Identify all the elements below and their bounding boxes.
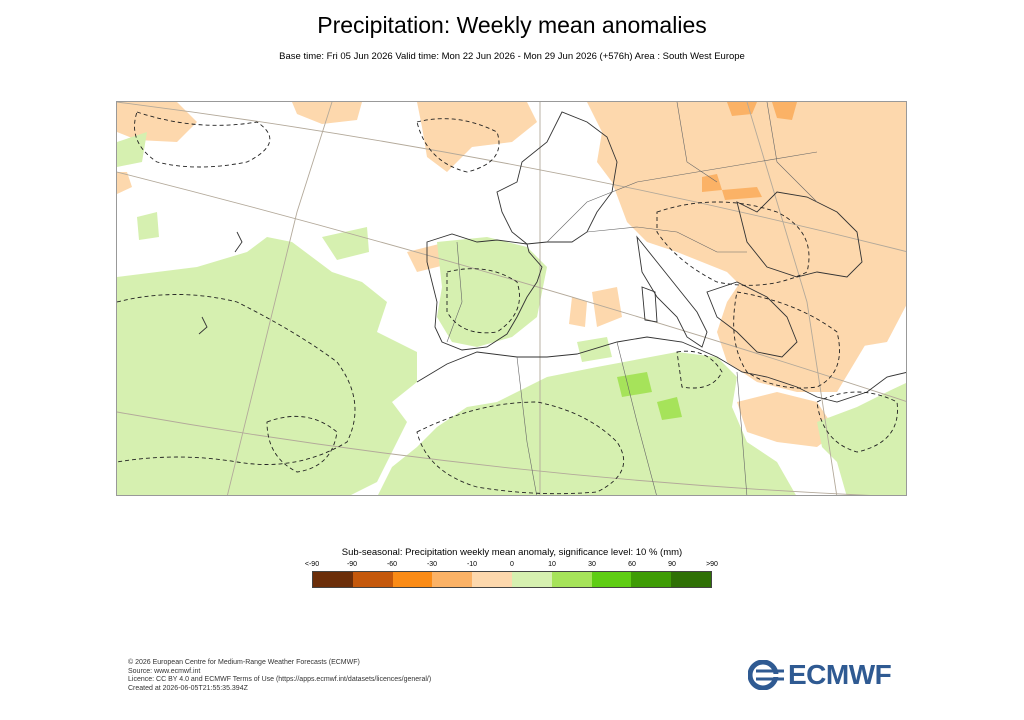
- legend-swatch: [352, 572, 393, 587]
- footer-credits: © 2026 European Centre for Medium-Range …: [128, 659, 431, 693]
- strong-dry-patches: [702, 102, 797, 200]
- footer-source: Source: www.ecmwf.int: [128, 667, 201, 675]
- legend-tick: -90: [346, 561, 358, 568]
- chart-subtitle: Base time: Fri 05 Jun 2026 Valid time: M…: [279, 51, 745, 62]
- legend-tick: -60: [386, 561, 398, 568]
- ecmwf-logo-icon: [748, 660, 784, 690]
- legend-ticks: <-90 -90 -60 -30 -10 0 10 30 60 90 >90: [305, 561, 718, 571]
- legend-tick: 10: [548, 561, 556, 568]
- significance-contours: [117, 111, 898, 495]
- legend-tick: -30: [426, 561, 438, 568]
- strong-wet-patches: [617, 372, 682, 420]
- anomaly-map: [116, 101, 907, 496]
- chart-title: Precipitation: Weekly mean anomalies: [317, 12, 707, 38]
- footer-created: Created at 2026-06-05T21:55:35.394Z: [128, 684, 248, 692]
- graticule-lines: [117, 102, 906, 495]
- legend-swatch: [631, 572, 672, 587]
- legend-swatch: [551, 572, 592, 587]
- dry-anomaly-regions: [117, 102, 906, 495]
- legend-tick: <-90: [304, 561, 320, 568]
- legend-tick: >90: [706, 561, 718, 568]
- footer-copyright: © 2026 European Centre for Medium-Range …: [128, 659, 360, 666]
- map-canvas: [117, 102, 906, 495]
- legend-swatch: [392, 572, 433, 587]
- legend-swatch: [432, 572, 473, 587]
- legend-tick: 90: [668, 561, 676, 568]
- ecmwf-logo-text: ECMWF: [788, 659, 892, 690]
- legend-color-bar: [312, 571, 712, 588]
- legend-tick: 0: [510, 561, 514, 568]
- footer-licence: Licence: CC BY 4.0 and ECMWF Terms of Us…: [128, 676, 432, 683]
- wet-anomaly-regions: [117, 132, 906, 495]
- legend-swatch: [671, 572, 711, 587]
- legend-title: Sub-seasonal: Precipitation weekly mean …: [341, 547, 683, 558]
- legend-swatch: [313, 572, 353, 587]
- legend-swatch: [591, 572, 632, 587]
- legend-swatch: [472, 572, 512, 587]
- legend-tick: 30: [588, 561, 596, 568]
- legend-tick: -10: [466, 561, 478, 568]
- legend-tick: 60: [628, 561, 636, 568]
- country-borders: [446, 102, 818, 495]
- ecmwf-logo: ECMWF: [748, 659, 892, 690]
- legend-swatch: [511, 572, 552, 587]
